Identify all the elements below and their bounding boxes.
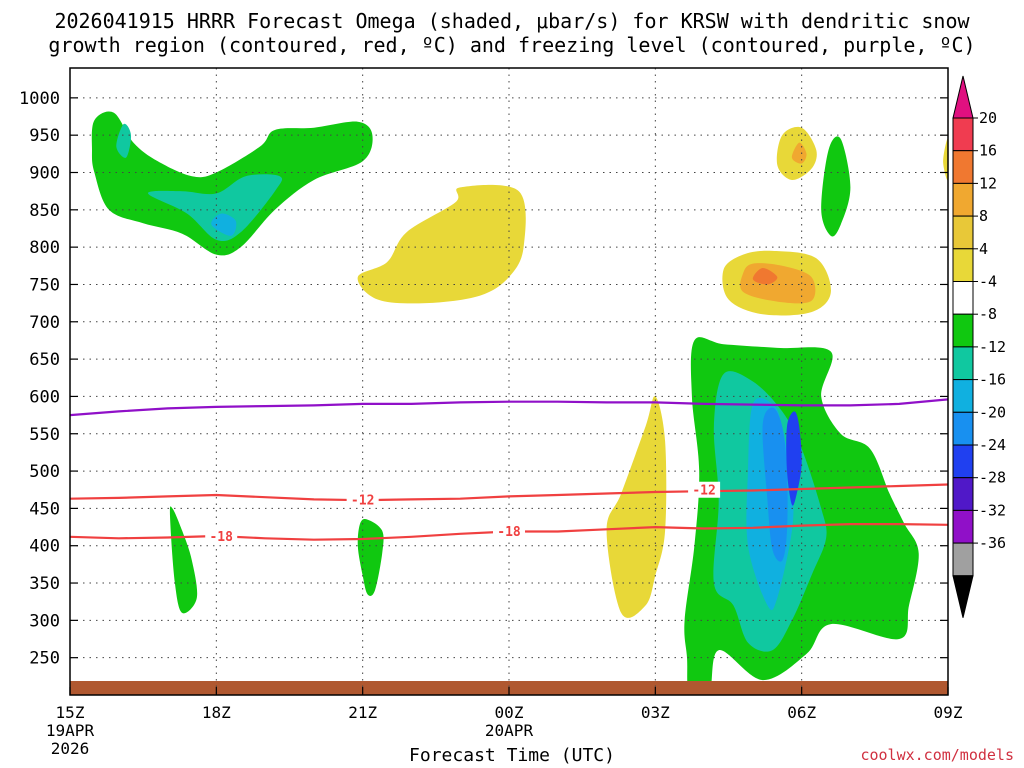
ytick-label-500: 500: [29, 462, 60, 482]
xtick-sublabel-20APR: 20APR: [485, 721, 534, 740]
colorbar-segment-9: [952, 411, 974, 446]
xtick-sublabel-19APR: 19APR: [46, 721, 95, 740]
colorbar: 20 16 12 8 4 -4 -8 -12 -16 -20 -24 -28 -32 -36: [952, 75, 1006, 618]
omega-region-7: [606, 396, 667, 618]
xtick-label-00Z: 00Z: [495, 703, 524, 722]
omega-region-4: [169, 506, 198, 614]
contour-label-0: -18: [209, 530, 233, 545]
colorbar-label-6: -8: [979, 305, 997, 323]
ytick-label-600: 600: [29, 387, 60, 407]
ytick-label-1000: 1000: [19, 89, 60, 109]
ytick-label-700: 700: [29, 313, 60, 333]
colorbar-segment-0: [952, 117, 974, 152]
xtick-label-21Z: 21Z: [348, 703, 377, 722]
xtick-label-09Z: 09Z: [934, 703, 963, 722]
ytick-label-300: 300: [29, 611, 60, 631]
colorbar-segment-4: [952, 248, 974, 283]
colorbar-segment-5: [952, 281, 974, 315]
colorbar-label-12: -32: [979, 501, 1006, 519]
omega-region-19: [943, 138, 948, 181]
contour-label-bg-3: [688, 481, 721, 498]
ytick-label-800: 800: [29, 238, 60, 258]
grid-lines: [70, 68, 948, 695]
omega-region-18: [821, 136, 851, 237]
contour-label-bg-2: [346, 491, 379, 508]
ytick-label-650: 650: [29, 350, 60, 370]
colorbar-label-0: 20: [979, 109, 997, 127]
colorbar-label-10: -24: [979, 436, 1006, 454]
colorbar-label-7: -12: [979, 338, 1006, 356]
colorbar-label-11: -28: [979, 469, 1006, 487]
colorbar-segment-3: [952, 215, 974, 250]
colorbar-label-8: -16: [979, 371, 1006, 389]
colorbar-top-arrow: [952, 75, 974, 119]
colorbar-segment-6: [952, 313, 974, 348]
ytick-label-900: 900: [29, 164, 60, 184]
colorbar-segment-13: [952, 542, 974, 577]
ytick-label-850: 850: [29, 201, 60, 221]
omega-region-12: [786, 411, 802, 506]
ytick-label-550: 550: [29, 425, 60, 445]
xtick-label-18Z: 18Z: [202, 703, 231, 722]
colorbar-label-4: 4: [979, 240, 988, 258]
contour-line-1: [70, 483, 948, 502]
ytick-label-350: 350: [29, 574, 60, 594]
colorbar-segment-11: [952, 477, 974, 511]
chart-title-line2: growth region (contoured, red, ºC) and f…: [48, 33, 976, 57]
contour-line-2: [70, 398, 948, 417]
contour-label-2: -12: [351, 493, 374, 508]
xtick-label-03Z: 03Z: [641, 703, 670, 722]
ytick-label-750: 750: [29, 275, 60, 295]
colorbar-label-3: 8: [979, 207, 988, 225]
colorbar-segment-10: [952, 444, 974, 479]
colorbar-label-2: 12: [979, 174, 997, 192]
omega-region-15: [752, 267, 778, 285]
omega-region-6: [357, 184, 526, 304]
contour-label-1: -18: [497, 525, 521, 540]
omega-region-3: [116, 123, 132, 158]
xtick-label-06Z: 06Z: [787, 703, 816, 722]
colorbar-bottom-arrow: [952, 575, 974, 618]
omega-region-1: [147, 174, 283, 241]
omega-region-17: [791, 142, 807, 164]
colorbar-label-13: -36: [979, 534, 1006, 552]
colorbar-segment-12: [952, 509, 974, 544]
contour-label-3: -12: [692, 484, 715, 499]
axes: 250 300 350 400 450 500 550 600 650 700 750 800 850 9…: [19, 67, 963, 758]
colorbar-label-5: -4: [979, 273, 997, 291]
colorbar-segment-1: [952, 150, 974, 184]
chart-title-line1: 2026041915 HRRR Forecast Omega (shaded, …: [54, 9, 970, 33]
colorbar-label-1: 16: [979, 142, 997, 160]
ytick-label-950: 950: [29, 126, 60, 146]
contour-label-bg-1: [493, 522, 525, 539]
colorbar-segment-8: [952, 379, 974, 413]
xtick-sublabel2-2026: 2026: [51, 739, 90, 758]
ytick-label-250: 250: [29, 649, 60, 669]
ytick-label-400: 400: [29, 537, 60, 557]
colorbar-segment-2: [952, 182, 974, 217]
x-axis-label: Forecast Time (UTC): [409, 745, 615, 766]
omega-shading: [91, 111, 948, 695]
colorbar-segment-7: [952, 346, 974, 381]
omega-region-5: [357, 519, 384, 596]
xtick-label-15Z: 15Z: [56, 703, 85, 722]
omega-region-11: [762, 407, 788, 562]
omega-region-0: [91, 111, 373, 256]
credit-text: coolwx.com/models: [860, 746, 1014, 764]
omega-region-2: [211, 213, 237, 236]
ytick-label-450: 450: [29, 499, 60, 519]
colorbar-label-9: -20: [979, 403, 1006, 421]
contour-label-bg-0: [205, 528, 238, 545]
contour-lines: -18 -18 -12 -12: [70, 398, 948, 545]
